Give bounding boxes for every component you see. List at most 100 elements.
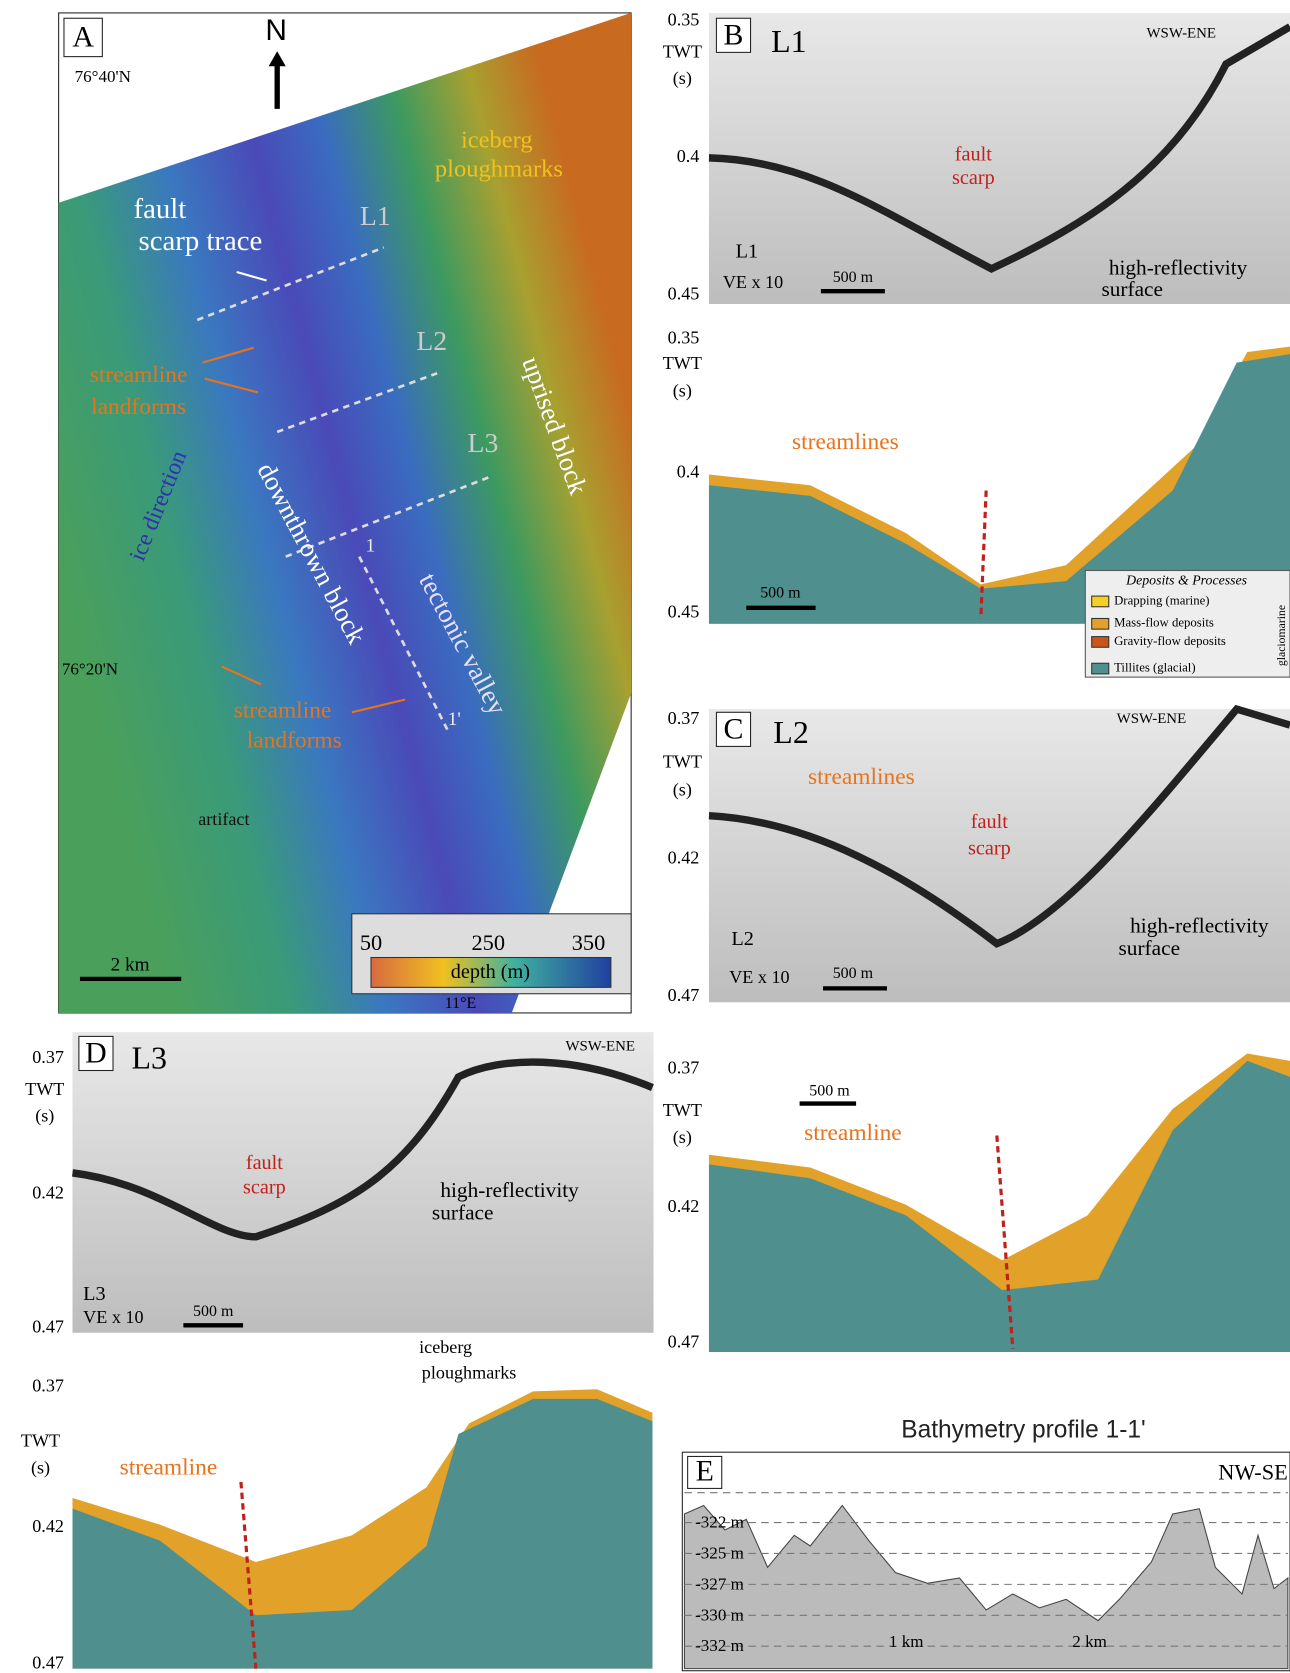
y-tick-label: 0.42 [32, 1516, 64, 1536]
axis-label: TWT [21, 1431, 60, 1451]
north-label: N [265, 14, 287, 47]
legend-title: Deposits & Processes [1125, 572, 1247, 587]
annotation: ploughmarks [422, 1363, 517, 1383]
y-tick-label: 0.4 [677, 462, 700, 482]
y-tick-label: 0.47 [32, 1317, 64, 1337]
legend-group: glaciomarine [1275, 605, 1288, 666]
annotation: iceberg [419, 1337, 472, 1357]
annotation: streamline [804, 1120, 902, 1146]
ve-label: VE x 10 [729, 967, 789, 987]
y-tick-label: 0.37 [32, 1047, 64, 1067]
annotation: scarp [968, 837, 1011, 859]
y-tick-label: 0.37 [668, 708, 700, 728]
colorbar-label: depth (m) [451, 961, 530, 983]
lat-label: 76°40'N [75, 67, 131, 86]
depth-label: -332 m [695, 1636, 744, 1655]
y-tick-label: 0.37 [668, 1058, 700, 1078]
depth-label: -322 m [695, 1513, 744, 1532]
axis-label: TWT [663, 1100, 702, 1120]
annotation: surface [432, 1200, 494, 1224]
axis-label: (s) [35, 1106, 54, 1127]
lon-label: 11°E [445, 995, 477, 1012]
annotation: scarp [952, 167, 995, 189]
annotation: fault [134, 193, 187, 225]
y-tick-label: 0.42 [32, 1182, 64, 1202]
scale-label: 500 m [833, 269, 874, 286]
legend-swatch [1092, 618, 1109, 629]
line-label: 1' [448, 709, 461, 730]
legend-item: Gravity-flow deposits [1114, 634, 1226, 648]
scale-label: 2 km [111, 954, 150, 975]
scale-label: 500 m [833, 965, 874, 982]
axis-label: (s) [673, 779, 692, 800]
legend-swatch [1092, 596, 1109, 607]
line-label: L3 [83, 1283, 106, 1305]
annotation: streamline [90, 362, 188, 388]
scale-label: 500 m [193, 1303, 234, 1320]
orientation: NW-SE [1218, 1460, 1288, 1485]
annotation: scarp trace [139, 225, 263, 257]
y-tick-label: 0.42 [668, 848, 700, 868]
annotation: streamline [120, 1455, 218, 1481]
figure: A N 76°40'N 76°20'N 11°E 2 km L1 L2 L3 1… [0, 0, 1290, 1673]
axis-label: TWT [663, 42, 702, 62]
legend-item: Drapping (marine) [1114, 593, 1209, 607]
ve-label: VE x 10 [723, 272, 783, 292]
orientation: WSW-ENE [1117, 711, 1187, 727]
annotation: landforms [91, 394, 186, 420]
tillite-fill [709, 1061, 1290, 1352]
annotation: streamlines [792, 429, 899, 455]
line-label: L1 [360, 200, 391, 231]
body: A N 76°40'N 76°20'N 11°E 2 km L1 L2 L3 1… [0, 0, 1290, 1673]
colorbar-tick: 350 [572, 930, 606, 955]
annotation: ploughmarks [435, 155, 563, 182]
legend-item: Tillites (glacial) [1114, 661, 1196, 675]
y-tick-label: 0.45 [668, 601, 700, 621]
distance-label: 1 km [889, 1632, 924, 1651]
profile-title: L1 [771, 24, 807, 59]
y-tick-label: 0.47 [32, 1652, 64, 1672]
orientation: WSW-ENE [565, 1038, 635, 1054]
axis-label: (s) [31, 1457, 50, 1478]
annotation: surface [1119, 936, 1181, 960]
scale-label: 500 m [760, 585, 801, 602]
panel-label: E [696, 1454, 714, 1487]
axis-label: (s) [673, 381, 692, 402]
colorbar-tick: 50 [360, 930, 382, 955]
annotation: streamline [234, 698, 332, 724]
y-tick-label: 0.42 [668, 1196, 700, 1216]
annotation: surface [1101, 277, 1163, 301]
annotation: fault [955, 143, 992, 165]
panel-title: Bathymetry profile 1-1' [901, 1416, 1146, 1443]
orientation: WSW-ENE [1146, 26, 1216, 42]
panel-label: C [724, 712, 744, 745]
line-label: L1 [736, 240, 759, 262]
panel-label: D [85, 1036, 107, 1069]
axis-label: TWT [663, 353, 702, 373]
scale-label: 500 m [809, 1083, 850, 1100]
depth-label: -325 m [695, 1543, 744, 1562]
annotation: scarp [243, 1176, 286, 1198]
distance-label: 2 km [1072, 1632, 1107, 1651]
line-label: L2 [416, 325, 447, 356]
legend-swatch [1092, 663, 1109, 674]
y-tick-label: 0.37 [32, 1375, 64, 1395]
annotation: fault [971, 811, 1008, 833]
y-tick-label: 0.35 [668, 327, 700, 347]
y-tick-label: 0.47 [668, 985, 700, 1005]
y-tick-label: 0.35 [668, 10, 700, 30]
depth-label: -330 m [695, 1605, 744, 1624]
y-tick-label: 0.4 [677, 146, 700, 166]
panel-label: A [72, 20, 94, 53]
line-label: L3 [468, 427, 499, 458]
y-tick-label: 0.45 [668, 284, 700, 304]
profile-title: L3 [131, 1040, 167, 1075]
lat-label: 76°20'N [62, 660, 118, 679]
ve-label: VE x 10 [83, 1307, 143, 1327]
annotation: fault [246, 1152, 283, 1174]
annotation: landforms [247, 728, 342, 754]
axis-label: TWT [25, 1079, 64, 1099]
annotation: high-reflectivity [440, 1178, 579, 1202]
panel-label: B [724, 18, 744, 51]
axis-label: TWT [663, 752, 702, 772]
